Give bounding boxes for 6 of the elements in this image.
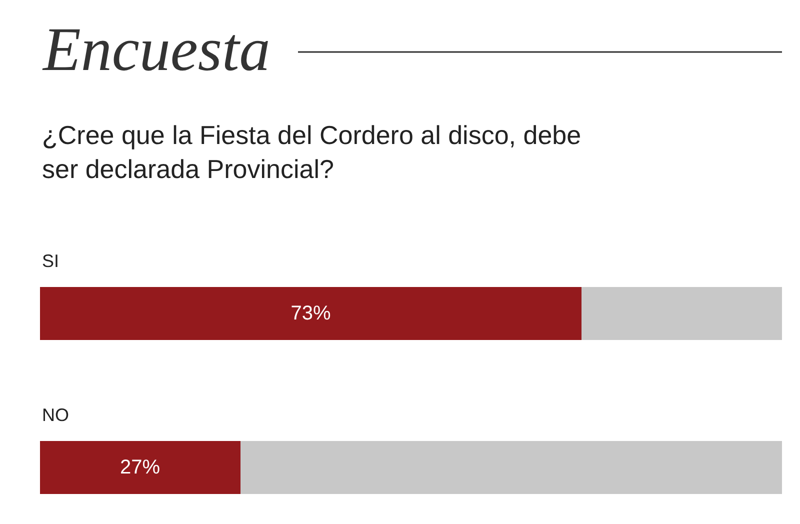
chart-title: Encuesta [42,16,270,84]
y-tick-label: NO [42,405,69,425]
data-label: 27% [120,456,160,479]
y-tick-label: SI [42,251,60,271]
chart-subtitle: ¿Cree que la Fiesta del Cordero al disco, debe ser declarada Provincial? [42,120,582,184]
data-label: 73% [290,302,331,324]
